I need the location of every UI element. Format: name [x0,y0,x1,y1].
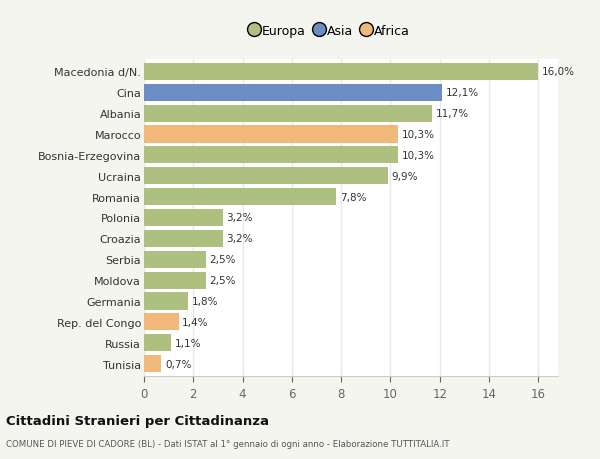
Bar [144,313,179,331]
Bar [144,168,388,185]
Bar [144,126,398,143]
Legend: Europa, Asia, Africa: Europa, Asia, Africa [247,22,414,42]
Text: 1,4%: 1,4% [182,317,209,327]
Text: 11,7%: 11,7% [436,109,469,119]
Text: 0,7%: 0,7% [165,359,191,369]
Text: 16,0%: 16,0% [542,67,575,77]
Text: 2,5%: 2,5% [209,255,236,265]
Bar [144,230,223,247]
Text: 2,5%: 2,5% [209,275,236,285]
Bar [144,251,206,268]
Text: 1,1%: 1,1% [175,338,202,348]
Text: 3,2%: 3,2% [227,213,253,223]
Text: COMUNE DI PIEVE DI CADORE (BL) - Dati ISTAT al 1° gennaio di ogni anno - Elabora: COMUNE DI PIEVE DI CADORE (BL) - Dati IS… [6,439,449,448]
Text: 9,9%: 9,9% [392,171,418,181]
Bar [144,209,223,227]
Bar [144,84,442,101]
Bar [144,105,433,123]
Bar [144,355,161,372]
Text: 12,1%: 12,1% [446,88,479,98]
Bar [144,147,398,164]
Bar [144,189,336,206]
Bar [144,335,171,352]
Text: 10,3%: 10,3% [401,151,434,161]
Bar [144,272,206,289]
Text: 1,8%: 1,8% [192,297,218,306]
Text: 7,8%: 7,8% [340,192,367,202]
Text: 3,2%: 3,2% [227,234,253,244]
Bar [144,293,188,310]
Text: Cittadini Stranieri per Cittadinanza: Cittadini Stranieri per Cittadinanza [6,414,269,428]
Text: 10,3%: 10,3% [401,130,434,140]
Bar [144,64,538,81]
